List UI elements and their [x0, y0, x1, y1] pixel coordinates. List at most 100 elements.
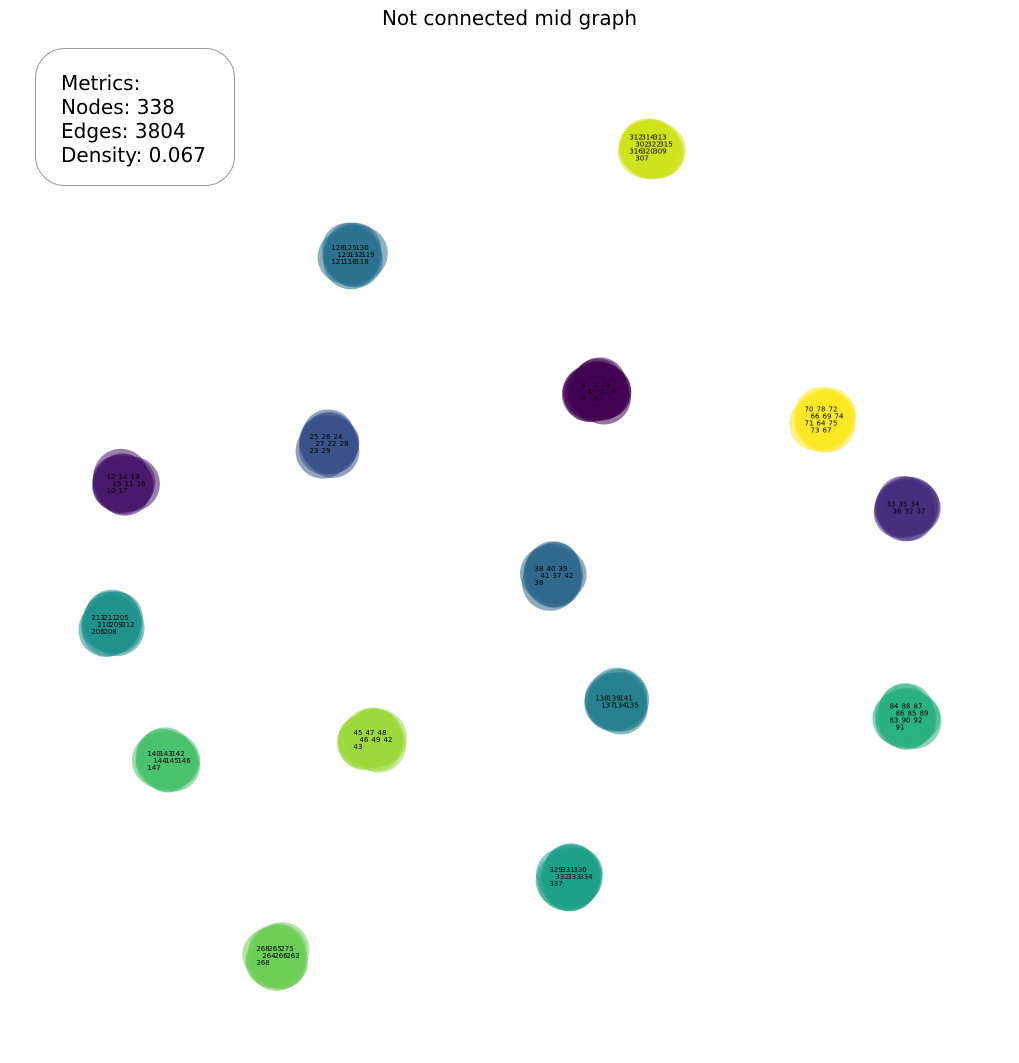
node-label: 17 [119, 487, 128, 495]
node-label: 315 [659, 141, 672, 149]
graph-node [545, 852, 602, 908]
node-label: 75 [829, 420, 838, 428]
node-label: 36 [535, 579, 544, 587]
node-label: 11 [125, 480, 134, 488]
node-label: 302 [635, 141, 648, 149]
graph-node [794, 386, 850, 443]
node-label: 23 [310, 447, 319, 455]
graph-title: Not connected mid graph [381, 6, 638, 30]
node-label: 210 [97, 621, 110, 629]
node-label: 143 [159, 750, 172, 758]
graph-node [593, 671, 650, 728]
node-label: 145 [165, 757, 178, 765]
node-label: 138 [595, 695, 608, 703]
node-label: 119 [361, 251, 374, 259]
graph-node [95, 458, 147, 510]
node-label: 265 [268, 945, 281, 953]
node-label: 85 [908, 710, 917, 718]
node-label: 309 [653, 148, 666, 156]
cluster-13: 45 47 48 46 49 42 43 [336, 707, 407, 773]
node-label: 32 [905, 508, 914, 516]
cluster-3: 1 2 3 4 5 6 7 8 [561, 357, 632, 425]
node-label: 48 [378, 729, 387, 737]
graph-node [348, 709, 404, 765]
node-label: 10 [107, 487, 116, 495]
cluster-6: 12 14 13 15 11 16 10 17 [92, 448, 160, 516]
node-label: 209 [109, 621, 122, 629]
node-label: 4 [588, 388, 593, 396]
node-label: 29 [322, 447, 331, 455]
node-label: 72 [829, 406, 838, 414]
node-label: 322 [647, 141, 660, 149]
graph-node [618, 120, 674, 176]
node-label: 337 [549, 880, 562, 888]
node-label: 12 [107, 473, 116, 481]
node-label: 128 [331, 244, 344, 252]
node-label: 22 [328, 440, 337, 448]
node-label: 78 [817, 406, 826, 414]
node-label: 130 [355, 244, 368, 252]
cluster-11: 84 88 87 86 85 89 83 90 92 91 [872, 683, 942, 750]
node-label: 205 [115, 614, 128, 622]
node-label: 118 [355, 258, 368, 266]
node-label: 146 [177, 757, 191, 765]
node-label: 88 [902, 703, 911, 711]
node-label: 43 [354, 743, 363, 751]
node-label: 268 [256, 959, 269, 967]
node-label: 14 [119, 473, 128, 481]
node-label: 262 [286, 952, 299, 960]
node-label: 73 [811, 427, 820, 435]
node-label: 66 [811, 413, 820, 421]
node-label: 38 [535, 565, 544, 573]
node-label: 42 [565, 572, 574, 580]
graph-node [529, 542, 581, 593]
node-label: 24 [334, 433, 343, 441]
node-label: 47 [366, 729, 375, 737]
node-label: 71 [805, 420, 814, 428]
node-label: 37 [553, 572, 562, 580]
metrics-nodes: Nodes: 338 [61, 95, 175, 119]
node-label: 312 [629, 134, 642, 142]
node-label: 275 [280, 945, 293, 953]
node-label: 316 [629, 148, 643, 156]
graph-node [578, 366, 630, 418]
cluster-4: 70 78 72 66 69 74 71 64 75 73 67 [789, 386, 856, 453]
node-label: 91 [896, 724, 905, 732]
graph-node [87, 599, 139, 651]
node-label: 64 [817, 420, 826, 428]
node-label: 331 [561, 866, 574, 874]
node-label: 39 [559, 565, 568, 573]
node-label: 28 [340, 440, 349, 448]
graph-node [880, 692, 931, 743]
node-label: 37 [917, 508, 926, 516]
node-label: 13 [131, 473, 140, 481]
node-label: 90 [902, 717, 911, 725]
node-label: 141 [619, 695, 632, 703]
node-label: 123 [337, 251, 350, 259]
graph-node [328, 231, 378, 282]
node-label: 84 [890, 703, 899, 711]
node-label: 25 [310, 433, 319, 441]
node-label: 125 [343, 244, 356, 252]
node-label: 89 [920, 710, 929, 718]
node-label: 36 [893, 508, 902, 516]
metrics-edges: Edges: 3804 [61, 119, 186, 143]
node-label: 213 [91, 614, 104, 622]
node-label: 1 [582, 381, 586, 389]
node-label: 34 [911, 501, 920, 509]
node-label: 121 [331, 258, 344, 266]
node-label: 135 [625, 702, 638, 710]
graph-node [142, 741, 193, 793]
node-label: 268 [256, 945, 269, 953]
node-label: 26 [322, 433, 331, 441]
node-label: 33 [887, 501, 896, 509]
node-label: 147 [147, 764, 160, 772]
